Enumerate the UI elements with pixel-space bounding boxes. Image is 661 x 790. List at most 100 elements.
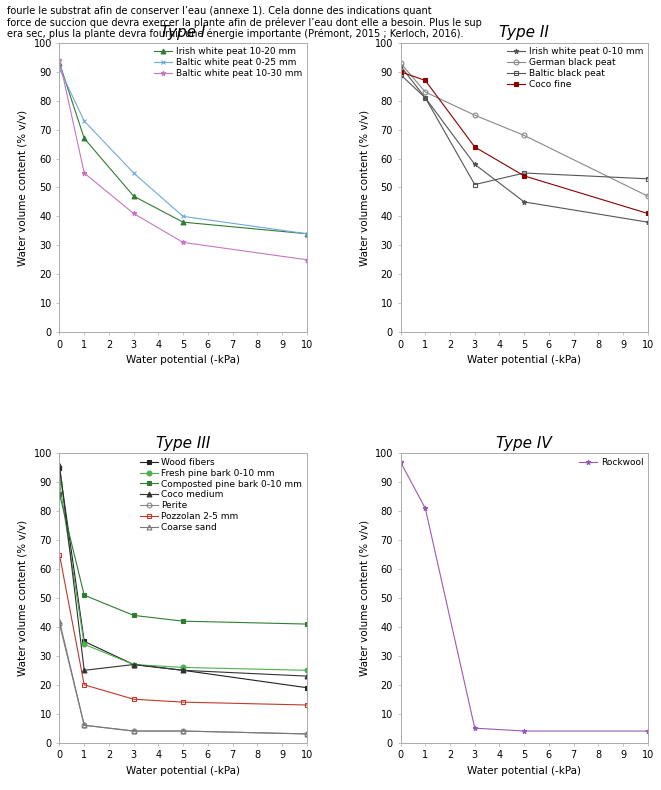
Y-axis label: Water volume content (% v/v): Water volume content (% v/v) (18, 109, 28, 265)
Legend: Irish white peat 10-20 mm, Baltic white peat 0-25 mm, Baltic white peat 10-30 mm: Irish white peat 10-20 mm, Baltic white … (153, 46, 304, 80)
Composted pine bark 0-10 mm (179, 616, 187, 626)
X-axis label: Water potential (-kPa): Water potential (-kPa) (467, 356, 581, 365)
Line: Rockwool: Rockwool (398, 460, 650, 733)
German black peat (644, 191, 652, 201)
Baltic white peat 10-30 mm (130, 209, 137, 218)
Pozzolan 2-5 mm (303, 700, 311, 709)
German black peat (397, 58, 405, 68)
Line: Pozzolan 2-5 mm: Pozzolan 2-5 mm (57, 552, 309, 707)
Pozzolan 2-5 mm (56, 550, 63, 559)
Pozzolan 2-5 mm (80, 680, 88, 690)
Coco fine (397, 67, 405, 77)
Coco medium (130, 660, 137, 669)
Baltic black peat (421, 93, 429, 103)
Y-axis label: Water volume content (% v/v): Water volume content (% v/v) (359, 520, 369, 676)
Coco medium (80, 666, 88, 675)
Coarse sand (179, 726, 187, 735)
German black peat (520, 130, 528, 140)
Coco fine (471, 142, 479, 152)
Coco fine (421, 76, 429, 85)
Baltic white peat 10-30 mm (179, 238, 187, 247)
Line: Composted pine bark 0-10 mm: Composted pine bark 0-10 mm (57, 491, 309, 626)
Irish white peat 10-20 mm (303, 229, 311, 239)
Line: Baltic white peat 0-25 mm: Baltic white peat 0-25 mm (57, 66, 309, 236)
German black peat (471, 111, 479, 120)
Legend: Wood fibers, Fresh pine bark 0-10 mm, Composted pine bark 0-10 mm, Coco medium, : Wood fibers, Fresh pine bark 0-10 mm, Co… (137, 456, 304, 533)
Irish white peat 10-20 mm (179, 217, 187, 227)
Title: Type II: Type II (499, 25, 549, 40)
Baltic white peat 0-25 mm (56, 64, 63, 73)
Baltic white peat 0-25 mm (303, 229, 311, 239)
Composted pine bark 0-10 mm (303, 619, 311, 629)
Baltic black peat (520, 168, 528, 178)
Wood fibers (80, 637, 88, 646)
Title: Type IV: Type IV (496, 436, 552, 451)
Composted pine bark 0-10 mm (80, 590, 88, 600)
Fresh pine bark 0-10 mm (179, 663, 187, 672)
Baltic black peat (471, 180, 479, 190)
Wood fibers (56, 463, 63, 472)
Wood fibers (303, 683, 311, 692)
Rockwool (471, 724, 479, 733)
Irish white peat 10-20 mm (130, 191, 137, 201)
German black peat (421, 88, 429, 97)
Fresh pine bark 0-10 mm (303, 666, 311, 675)
Text: force de succion que devra exercer la plante afin de prélever l’eau dont elle a : force de succion que devra exercer la pl… (7, 17, 481, 28)
Baltic white peat 10-30 mm (56, 55, 63, 65)
Line: Irish white peat 10-20 mm: Irish white peat 10-20 mm (57, 61, 309, 236)
Fresh pine bark 0-10 mm (56, 478, 63, 487)
Y-axis label: Water volume content (% v/v): Water volume content (% v/v) (18, 520, 28, 676)
Coarse sand (56, 616, 63, 626)
Line: Fresh pine bark 0-10 mm: Fresh pine bark 0-10 mm (57, 480, 309, 673)
Rockwool (520, 726, 528, 735)
Baltic white peat 10-30 mm (80, 168, 88, 178)
Irish white peat 0-10 mm (421, 93, 429, 103)
Perite (130, 726, 137, 735)
Line: Wood fibers: Wood fibers (57, 465, 309, 690)
Baltic white peat 0-25 mm (179, 212, 187, 221)
Perite (303, 729, 311, 739)
Wood fibers (130, 660, 137, 669)
Coco fine (644, 209, 652, 218)
Line: Baltic black peat: Baltic black peat (398, 72, 650, 187)
Coarse sand (303, 729, 311, 739)
Coarse sand (130, 726, 137, 735)
Irish white peat 0-10 mm (471, 160, 479, 169)
Coco medium (179, 666, 187, 675)
Perite (179, 726, 187, 735)
Y-axis label: Water volume content (% v/v): Water volume content (% v/v) (359, 109, 369, 265)
Coco fine (520, 171, 528, 181)
Fresh pine bark 0-10 mm (80, 640, 88, 649)
Rockwool (397, 457, 405, 467)
Coco medium (303, 672, 311, 681)
Line: Coarse sand: Coarse sand (57, 619, 309, 736)
Legend: Rockwool: Rockwool (577, 456, 645, 468)
Title: Type I: Type I (161, 25, 206, 40)
Baltic black peat (397, 70, 405, 80)
Rockwool (421, 504, 429, 514)
Baltic white peat 0-25 mm (80, 116, 88, 126)
X-axis label: Water potential (-kPa): Water potential (-kPa) (126, 356, 240, 365)
Text: fourle le substrat afin de conserver l’eau (annexe 1). Cela donne des indication: fourle le substrat afin de conserver l’e… (7, 6, 431, 17)
Legend: Irish white peat 0-10 mm, German black peat, Baltic black peat, Coco fine: Irish white peat 0-10 mm, German black p… (506, 46, 645, 91)
Line: Perite: Perite (57, 622, 309, 736)
Irish white peat 0-10 mm (644, 217, 652, 227)
Coarse sand (80, 720, 88, 730)
Perite (80, 720, 88, 730)
Rockwool (644, 726, 652, 735)
Line: Irish white peat 0-10 mm: Irish white peat 0-10 mm (398, 64, 650, 224)
Baltic white peat 0-25 mm (130, 168, 137, 178)
Line: Coco medium: Coco medium (57, 463, 309, 679)
Irish white peat 0-10 mm (520, 198, 528, 207)
Title: Type III: Type III (156, 436, 210, 451)
X-axis label: Water potential (-kPa): Water potential (-kPa) (467, 766, 581, 776)
Coco medium (56, 461, 63, 470)
Line: Coco fine: Coco fine (398, 70, 650, 216)
Irish white peat 0-10 mm (397, 62, 405, 71)
Fresh pine bark 0-10 mm (130, 660, 137, 669)
X-axis label: Water potential (-kPa): Water potential (-kPa) (126, 766, 240, 776)
Baltic white peat 10-30 mm (303, 255, 311, 265)
Irish white peat 10-20 mm (80, 134, 88, 143)
Composted pine bark 0-10 mm (130, 611, 137, 620)
Pozzolan 2-5 mm (179, 698, 187, 707)
